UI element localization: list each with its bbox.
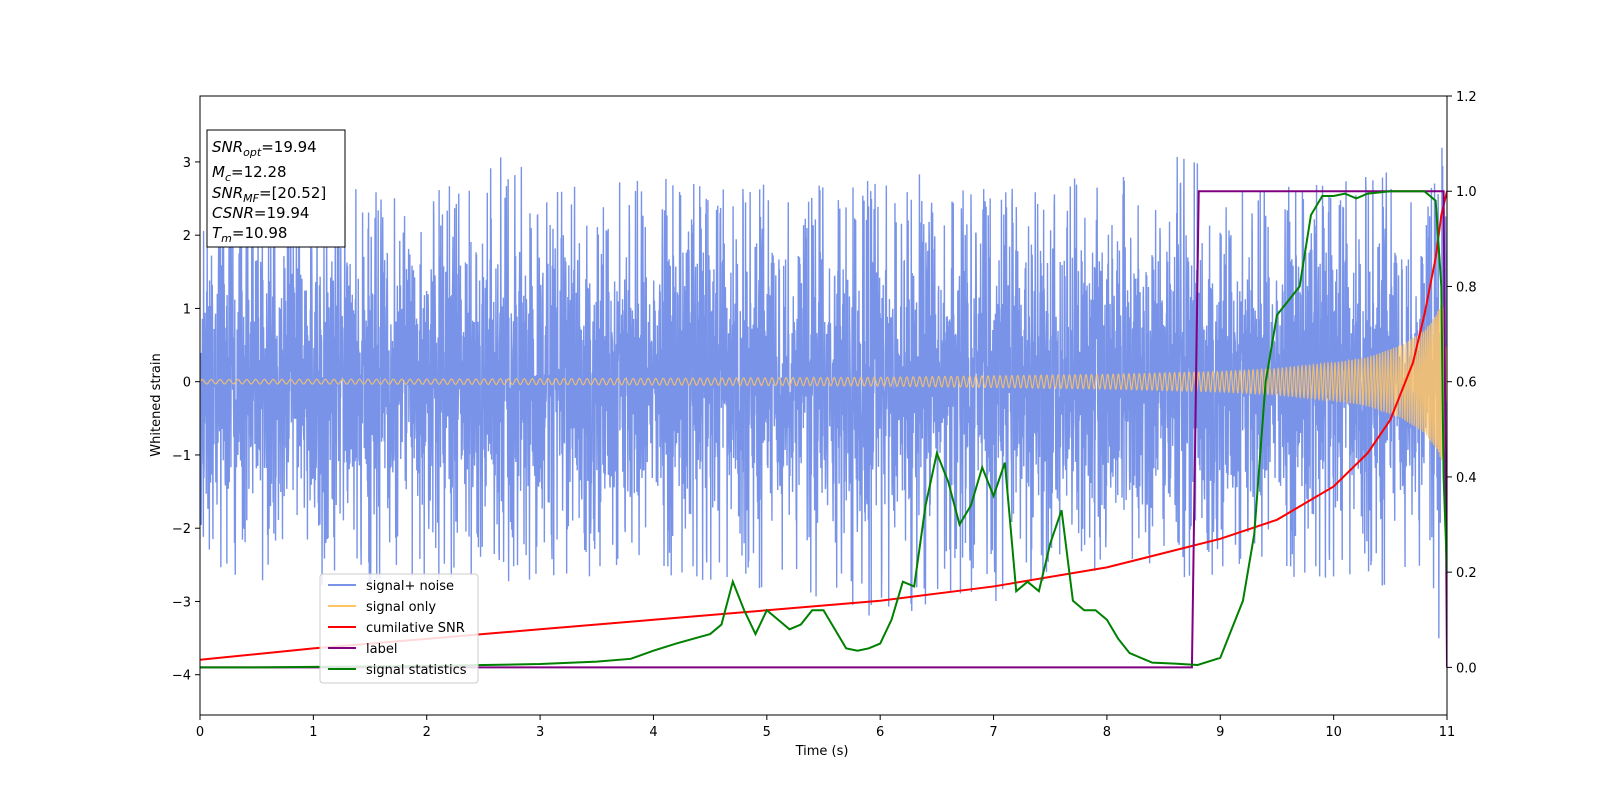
y-right-tick-label: 0.4 [1456, 471, 1477, 486]
x-tick-label: 10 [1325, 725, 1342, 740]
y-axis-right-ticks: 0.0 0.2 0.4 0.6 0.8 1.0 1.2 [1447, 90, 1477, 676]
y-left-tick-label: −3 [172, 595, 191, 610]
info-snr-mf: SNRMF=[20.52] [212, 184, 326, 205]
y-left-tick-label: 1 [183, 302, 191, 317]
y-axis-left-ticks: −4 −3 −2 −1 0 1 2 3 [172, 156, 200, 684]
legend-label-label: label [366, 642, 397, 657]
x-tick-label: 6 [876, 725, 884, 740]
legend-label-signal-statistics: signal statistics [366, 663, 467, 678]
series-signal-statistics [200, 190, 1447, 669]
legend-label-cumulative-snr: cumilative SNR [366, 621, 465, 636]
info-box: SNRopt=19.94 Mc=12.28 SNRMF=[20.52] CSNR… [206, 129, 346, 248]
plot-frame [199, 95, 1448, 716]
y-right-tick-label: 1.2 [1456, 90, 1477, 105]
y-left-tick-label: 0 [183, 376, 191, 391]
series-signal-only [200, 302, 1447, 461]
y-right-tick-label: 0.0 [1456, 661, 1477, 676]
series-signal-noise [200, 147, 1447, 639]
x-axis-ticks: 0 1 2 3 4 5 6 7 8 9 10 11 [196, 715, 1455, 740]
info-tm: Tm=10.98 [212, 224, 287, 245]
y-right-tick-label: 0.8 [1456, 280, 1477, 295]
x-tick-label: 4 [649, 725, 657, 740]
x-tick-label: 0 [196, 725, 204, 740]
x-tick-label: 7 [989, 725, 997, 740]
y-right-tick-label: 0.2 [1456, 566, 1477, 581]
x-tick-label: 8 [1103, 725, 1111, 740]
info-mc: Mc=12.28 [212, 163, 287, 184]
series-label [200, 190, 1447, 669]
x-tick-label: 3 [536, 725, 544, 740]
y-axis-label: Whitened strain [149, 353, 164, 456]
x-tick-label: 1 [309, 725, 317, 740]
info-csnr: CSNR=19.94 [212, 204, 309, 222]
series-cumulative-snr [200, 190, 1447, 661]
x-axis-label: Time (s) [795, 744, 849, 759]
y-right-tick-label: 1.0 [1456, 185, 1477, 200]
x-tick-label: 9 [1216, 725, 1224, 740]
series-layer [200, 147, 1447, 669]
y-left-tick-label: 3 [183, 156, 191, 171]
y-left-tick-label: −2 [172, 522, 191, 537]
legend: signal+ noise signal only cumilative SNR… [319, 573, 479, 684]
x-tick-label: 2 [423, 725, 431, 740]
y-left-tick-label: −1 [172, 449, 191, 464]
legend-frame [319, 573, 479, 684]
legend-label-signal-noise: signal+ noise [366, 579, 454, 594]
x-tick-label: 5 [763, 725, 771, 740]
y-right-tick-label: 0.6 [1456, 376, 1477, 391]
x-tick-label: 11 [1439, 725, 1456, 740]
y-left-tick-label: −4 [172, 669, 191, 684]
y-left-tick-label: 2 [183, 229, 191, 244]
legend-label-signal-only: signal only [366, 600, 436, 615]
info-box-frame [206, 129, 346, 248]
info-snr-opt: SNRopt=19.94 [212, 138, 317, 159]
